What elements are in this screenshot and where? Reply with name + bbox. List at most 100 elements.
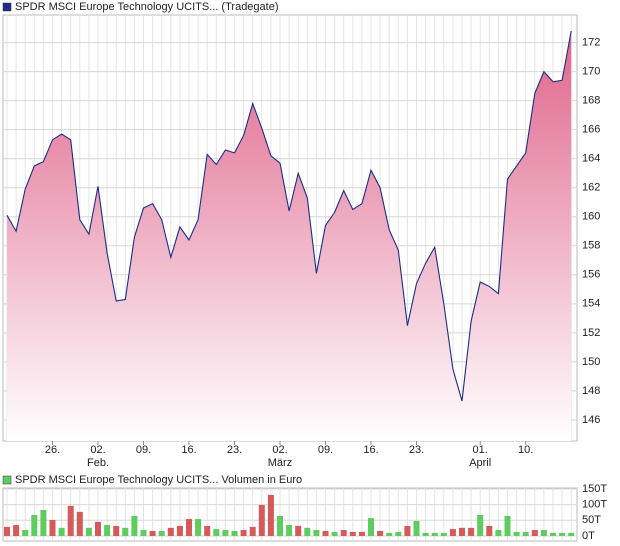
volume-bar <box>513 531 520 536</box>
volume-bar <box>477 514 484 536</box>
volume-bar <box>449 529 456 536</box>
volume-bar <box>31 514 38 536</box>
volume-bar <box>431 532 438 536</box>
volume-bar <box>422 532 429 536</box>
y-tick-label: 170 <box>582 66 600 78</box>
x-month-label: März <box>268 457 292 469</box>
y-tick-label: 164 <box>582 153 600 165</box>
volume-bar <box>550 532 556 536</box>
volume-bar <box>468 527 475 536</box>
x-month-label: April <box>469 457 491 469</box>
volume-bar <box>140 530 147 536</box>
y-tick-label: 166 <box>582 124 600 136</box>
x-tick-label: 02. <box>272 444 287 456</box>
x-tick-label: 23. <box>227 444 242 456</box>
x-tick-label: 10. <box>518 444 533 456</box>
legend-swatch <box>2 2 12 12</box>
volume-bar <box>486 525 493 536</box>
volume-bar <box>131 515 138 536</box>
y-tick-label: 168 <box>582 95 600 107</box>
volume-bar <box>395 531 402 536</box>
y-tick-label: 158 <box>582 240 600 252</box>
volume-bar <box>204 525 211 536</box>
volume-bar <box>13 525 20 536</box>
legend-swatch <box>2 475 12 485</box>
volume-bar <box>358 531 365 536</box>
volume-bar <box>413 520 420 536</box>
volume-bar <box>568 532 575 536</box>
volume-bar <box>122 527 129 536</box>
volume-bar <box>40 509 47 536</box>
volume-bar <box>504 515 511 536</box>
volume-bar <box>249 526 256 536</box>
y-tick-label: 0T <box>582 530 595 542</box>
volume-bar <box>67 505 74 536</box>
volume-bar <box>49 519 56 536</box>
y-tick-label: 154 <box>582 298 600 310</box>
y-tick-label: 152 <box>582 327 600 339</box>
volume-bar <box>331 531 338 536</box>
y-tick-label: 160 <box>582 211 600 223</box>
y-tick-label: 50T <box>582 514 601 526</box>
x-tick-label: 09. <box>318 444 333 456</box>
y-tick-label: 162 <box>582 182 600 194</box>
x-tick-label: 01. <box>473 444 488 456</box>
y-tick-label: 150 <box>582 356 600 368</box>
volume-bar <box>313 530 320 536</box>
price-line <box>6 30 572 402</box>
x-tick-label: 23. <box>409 444 424 456</box>
y-tick-label: 146 <box>582 414 600 426</box>
volume-bar <box>186 519 192 536</box>
volume-bar <box>85 527 92 536</box>
volume-bar <box>213 529 220 536</box>
legend-label: SPDR MSCI Europe Technology UCITS... Vol… <box>15 474 302 486</box>
volume-bar <box>495 530 502 536</box>
volume-bar <box>149 530 156 536</box>
volume-bar <box>58 527 65 536</box>
volume-bar <box>4 526 10 536</box>
volume-bar <box>404 525 411 536</box>
volume-bar <box>386 532 393 536</box>
volume-bar <box>258 504 265 536</box>
volume-bar <box>95 521 101 536</box>
volume-bar <box>295 525 302 536</box>
volume-bar <box>459 527 465 536</box>
area-fill <box>7 30 572 441</box>
legend-label: SPDR MSCI Europe Technology UCITS... (Tr… <box>15 1 279 13</box>
volume-bar <box>559 532 566 536</box>
volume-bar <box>522 531 529 536</box>
volume-bar <box>368 518 374 536</box>
volume-bar <box>113 525 120 536</box>
volume-bar <box>267 494 274 536</box>
x-tick-label: 26. <box>45 444 60 456</box>
volume-bar <box>440 532 447 536</box>
y-tick-label: 148 <box>582 385 600 397</box>
volume-bar <box>76 511 83 536</box>
x-tick-label: 16. <box>181 444 196 456</box>
volume-bar <box>176 525 183 536</box>
volume-bar <box>286 525 293 536</box>
volume-bar <box>349 531 356 536</box>
y-tick-label: 100T <box>582 499 607 511</box>
volume-bar <box>167 527 174 536</box>
x-tick-label: 02. <box>90 444 105 456</box>
x-tick-label: 09. <box>136 444 151 456</box>
volume-bar <box>104 525 111 536</box>
y-tick-label: 150T <box>582 483 607 495</box>
volume-bar <box>22 530 29 536</box>
volume-bar <box>158 530 165 536</box>
y-tick-label: 156 <box>582 269 600 281</box>
volume-bar <box>277 515 283 536</box>
volume-bar <box>231 530 238 536</box>
volume-bar <box>531 530 538 536</box>
volume-bar <box>377 530 384 536</box>
x-tick-label: 16. <box>363 444 378 456</box>
volume-bar <box>340 530 347 536</box>
y-tick-label: 172 <box>582 36 600 48</box>
volume-bar <box>322 530 329 536</box>
volume-bar <box>195 519 202 536</box>
volume-bar <box>240 530 247 536</box>
volume-bar <box>304 527 311 536</box>
volume-bar <box>540 530 547 536</box>
